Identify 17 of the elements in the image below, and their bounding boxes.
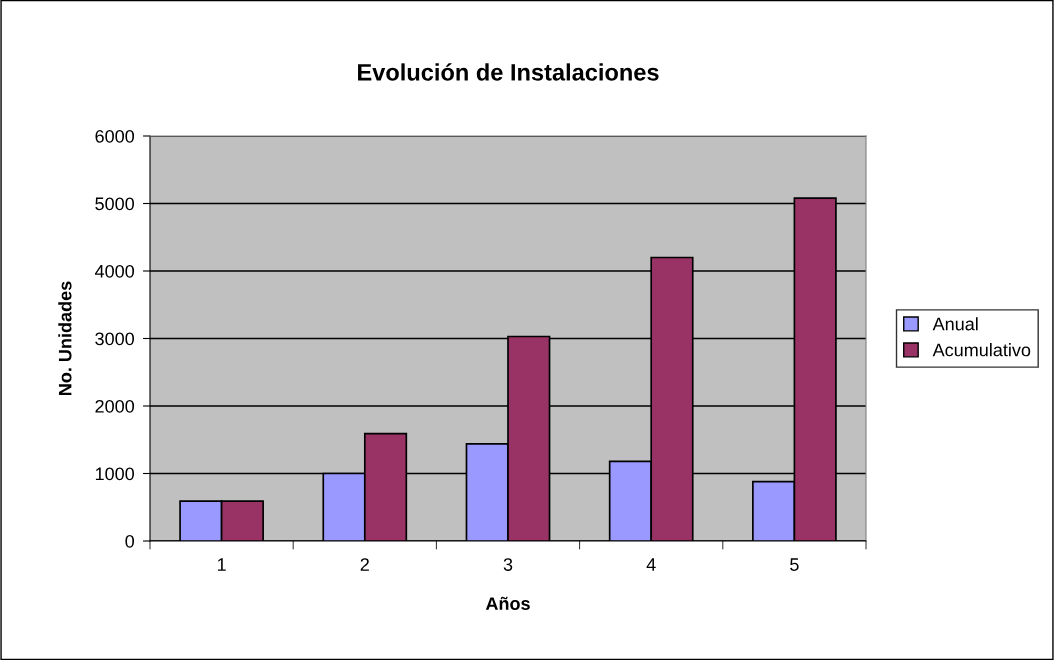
x-axis-title: Años bbox=[485, 596, 530, 610]
y-tick-label: 4000 bbox=[94, 264, 135, 278]
x-tick-label: 5 bbox=[790, 558, 799, 571]
y-tick-label: 6000 bbox=[95, 129, 135, 143]
y-tick-label: 0 bbox=[125, 534, 135, 548]
x-tick-label: 1 bbox=[217, 558, 226, 571]
x-tick-label: 2 bbox=[360, 558, 369, 571]
y-tick-label: 2000 bbox=[95, 399, 135, 413]
x-tick-label: 4 bbox=[646, 558, 656, 571]
y-tick-label: 1000 bbox=[95, 467, 135, 481]
x-tick-label: 3 bbox=[503, 558, 513, 571]
y-axis-title: No. Unidades bbox=[58, 281, 72, 395]
y-tick-label: 5000 bbox=[95, 197, 135, 211]
chart-title: Evolución de Instalaciones bbox=[358, 63, 659, 81]
legend-label: Acumulativo bbox=[932, 343, 1031, 357]
legend-label: Anual bbox=[932, 317, 978, 331]
y-tick-label: 3000 bbox=[95, 332, 135, 346]
